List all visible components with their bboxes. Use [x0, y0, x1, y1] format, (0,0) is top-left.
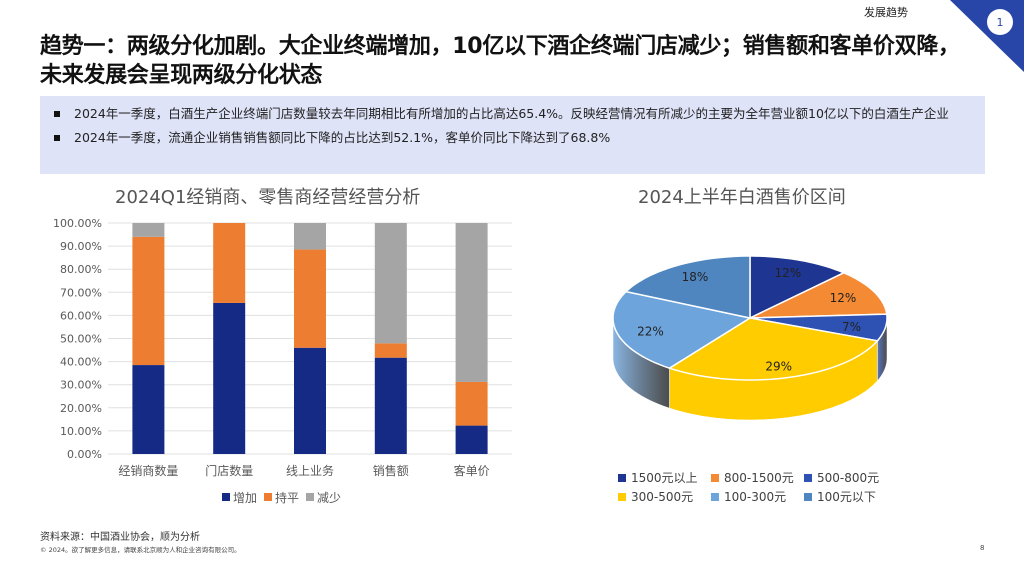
page-badge-number: 1: [997, 16, 1004, 29]
bar-segment-减少: [294, 223, 326, 250]
bar-segment-减少: [374, 223, 407, 344]
legend-label: 100-300元: [724, 490, 786, 504]
pie-slice-300-500元: [667, 317, 879, 381]
x-tick-label: 经销商数量: [118, 463, 178, 478]
bar-segment-减少: [455, 223, 488, 382]
page-badge: 1: [950, 0, 1024, 72]
legend-swatch: [804, 474, 812, 482]
bar-chart-title: 2024Q1经销商、零售商经营经营分析: [115, 187, 421, 208]
x-tick-label: 客单价: [454, 463, 490, 478]
pie-slice-100元以下: [624, 255, 751, 319]
pie-chart: 12% 12% 7% 29% 22% 18% 1500元以上 800-1500元 500-800…: [612, 255, 888, 504]
legend-swatch: [711, 474, 719, 482]
bullet-item: 2024年一季度，流通企业销售销售额同比下降的占比达到52.1%，客单价同比下降…: [52, 128, 973, 147]
bar-segment-持平: [374, 343, 407, 358]
bar-segment-增加: [213, 302, 246, 454]
bar-segment-持平: [455, 381, 488, 426]
bar-segment-增加: [294, 347, 326, 454]
bar-segment-持平: [213, 223, 246, 303]
bar-segment-持平: [132, 236, 165, 366]
y-tick-label: 60.00%: [60, 309, 102, 322]
bar-segment-持平: [294, 249, 326, 348]
bullet-icon: [54, 135, 60, 141]
legend-swatch: [618, 493, 626, 501]
bullet-icon: [54, 111, 60, 117]
bar-chart: 0.00% 10.00% 20.00% 30.00% 40.00% 50.00% 60.00…: [53, 217, 512, 505]
pie-data-label: 22%: [637, 324, 664, 338]
legend-label: 100元以下: [817, 490, 876, 504]
y-tick-label: 80.00%: [60, 263, 102, 276]
x-tick-label: 门店数量: [205, 463, 253, 478]
page-number: 8: [980, 544, 985, 552]
y-tick-label: 10.00%: [60, 425, 102, 438]
pie-data-label: 12%: [774, 266, 801, 280]
bullet-text: 2024年一季度，白酒生产企业终端门店数量较去年同期相比有所增加的占比高达65.…: [74, 106, 949, 121]
legend-label: 增加: [233, 491, 257, 505]
y-tick-label: 40.00%: [60, 356, 102, 369]
y-tick-label: 100.00%: [53, 217, 102, 230]
bar-segment-增加: [455, 425, 488, 454]
legend-swatch: [804, 493, 812, 501]
copyright: © 2024。欲了解更多信息，请联系北京顺为人和企业咨询有限公司。: [40, 546, 241, 554]
y-tick-label: 20.00%: [60, 402, 102, 415]
legend-swatch: [264, 493, 272, 501]
summary-box: 2024年一季度，白酒生产企业终端门店数量较去年同期相比有所增加的占比高达65.…: [40, 96, 985, 174]
pie-data-label: 7%: [842, 320, 861, 334]
legend-label: 500-800元: [817, 471, 879, 485]
pie-slice-800-1500元: [749, 271, 888, 319]
legend-swatch: [306, 493, 314, 501]
section-label: 发展趋势: [864, 6, 908, 19]
legend-label: 800-1500元: [724, 471, 794, 485]
pie-chart-title: 2024上半年白酒售价区间: [638, 187, 846, 208]
pie-slice-500-800元: [749, 313, 888, 342]
source-note: 资料来源：中国酒业协会，顺为分析: [40, 532, 200, 543]
y-tick-label: 0.00%: [67, 448, 102, 461]
bullet-item: 2024年一季度，白酒生产企业终端门店数量较去年同期相比有所增加的占比高达65.…: [52, 104, 973, 123]
y-tick-label: 90.00%: [60, 240, 102, 253]
legend-label: 1500元以上: [631, 471, 698, 485]
pie-data-label: 29%: [765, 360, 792, 374]
bar-segment-增加: [374, 357, 407, 454]
legend-swatch: [618, 474, 626, 482]
legend-swatch: [711, 493, 719, 501]
x-tick-label: 线上业务: [286, 463, 334, 478]
page-title: 趋势一：两级分化加剧。大企业终端增加，10亿以下酒企终端门店减少；销售额和客单价…: [40, 34, 960, 88]
bar-segment-减少: [132, 223, 165, 237]
bar-segment-增加: [132, 365, 165, 454]
pie-slice-1500元以上: [749, 255, 846, 320]
legend-label: 减少: [317, 491, 341, 505]
y-tick-label: 30.00%: [60, 379, 102, 392]
legend-label: 持平: [275, 490, 299, 505]
x-tick-label: 销售额: [373, 463, 409, 478]
y-tick-label: 70.00%: [60, 286, 102, 299]
legend-label: 300-500元: [631, 490, 693, 504]
y-tick-label: 50.00%: [60, 333, 102, 346]
pie-data-label: 18%: [682, 270, 709, 284]
pie-data-label: 12%: [830, 291, 857, 305]
bullet-text: 2024年一季度，流通企业销售销售额同比下降的占比达到52.1%，客单价同比下降…: [74, 130, 611, 145]
legend-swatch: [222, 493, 230, 501]
